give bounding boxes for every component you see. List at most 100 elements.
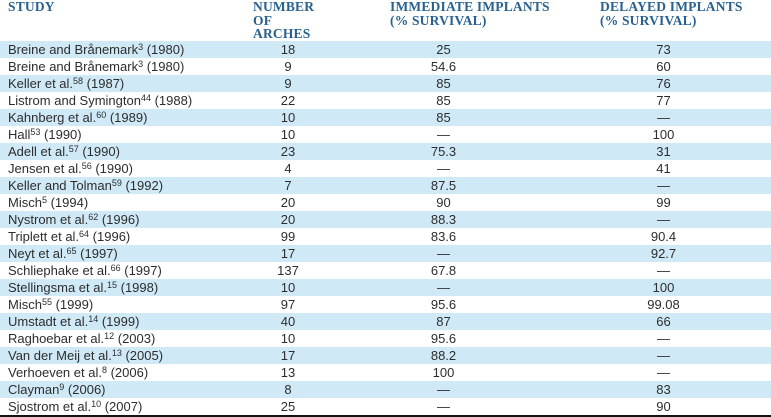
immediate-cell: 54.6 (430, 58, 457, 74)
delayed-cell: 60 (656, 58, 671, 74)
study-reference-number: 9 (59, 381, 65, 392)
study-cell: Van der Meij et al.13 (2005) (0, 347, 245, 364)
arches-cell: 10 (280, 330, 296, 346)
study-name: Breine and Brånemark (8, 58, 139, 74)
study-reference-number: 14 (88, 313, 99, 324)
study-reference-number: 62 (88, 211, 99, 222)
study-name: Keller and Tolman (8, 177, 112, 193)
study-reference-number: 64 (79, 228, 90, 239)
delayed-cell: 77 (656, 92, 671, 108)
immediate-cell: 25 (436, 41, 451, 57)
immediate-cell: 88.3 (430, 211, 457, 227)
table-row: Nystrom et al.62 (1996) 20 88.3 — (0, 210, 771, 228)
study-cell: Misch55 (1999) (0, 296, 245, 313)
study-name: Adell et al. (8, 143, 69, 159)
study-year: (2003) (114, 330, 156, 346)
arches-cell: 4 (284, 160, 292, 176)
study-year: (1997) (76, 245, 118, 261)
study-name: Jensen et al. (8, 160, 82, 176)
study-name: Sjostrom et al. (8, 398, 92, 414)
study-year: (1999) (98, 313, 140, 329)
study-reference-number: 3 (138, 41, 144, 52)
study-name: Triplett et al. (8, 228, 80, 244)
arches-cell: 13 (280, 364, 296, 380)
study-cell: Keller et al.58 (1987) (0, 75, 245, 92)
study-cell: Breine and Brånemark3 (1980) (0, 58, 245, 75)
col-header-number-of-arches: NUMBER OF ARCHES (253, 0, 315, 41)
immediate-cell: 95.6 (430, 330, 457, 346)
study-cell: Sjostrom et al.10 (2007) (0, 398, 245, 415)
table-row: Keller et al.58 (1987) 9 85 76 (0, 74, 771, 92)
immediate-cell: — (437, 398, 450, 414)
study-name: Hall (8, 126, 31, 142)
immediate-cell: 85 (436, 109, 451, 125)
delayed-cell: 100 (652, 279, 675, 295)
immediate-cell: 75.3 (430, 143, 457, 159)
arches-cell: 10 (280, 109, 296, 125)
arches-cell: 17 (280, 347, 296, 363)
study-cell: Umstadt et al.14 (1999) (0, 313, 245, 330)
table-row: Van der Meij et al.13 (2005) 17 88.2 — (0, 346, 771, 364)
study-cell: Nystrom et al.62 (1996) (0, 211, 245, 228)
study-cell: Misch5 (1994) (0, 194, 245, 211)
delayed-cell: — (657, 109, 670, 125)
delayed-cell: — (657, 347, 670, 363)
table-row: Misch55 (1999) 97 95.6 99.08 (0, 295, 771, 313)
study-year: (1992) (121, 177, 164, 193)
immediate-cell: 87.5 (430, 177, 457, 193)
table-row: Listrom and Symington44 (1988) 22 85 77 (0, 91, 771, 109)
delayed-cell: — (657, 364, 670, 380)
delayed-cell: 76 (656, 75, 671, 91)
study-cell: Jensen et al.56 (1990) (0, 160, 245, 177)
study-reference-number: 56 (81, 160, 92, 171)
immediate-cell: 83.6 (430, 228, 457, 244)
immediate-cell: — (437, 381, 450, 397)
study-reference-number: 66 (110, 262, 121, 273)
study-reference-number: 57 (68, 143, 79, 154)
study-reference-number: 3 (138, 58, 144, 69)
arches-cell: 18 (280, 41, 296, 57)
study-cell: Kahnberg et al.60 (1989) (0, 109, 245, 126)
study-year: (1990) (40, 126, 82, 142)
study-reference-number: 58 (73, 75, 84, 86)
delayed-cell: 99.08 (647, 296, 680, 312)
delayed-cell: 83 (656, 381, 671, 397)
study-reference-number: 65 (66, 245, 77, 256)
study-cell: Keller and Tolman59 (1992) (0, 177, 245, 194)
study-year: (2007) (101, 398, 143, 414)
study-year: (1998) (117, 279, 159, 295)
table-row: Triplett et al.64 (1996) 99 83.6 90.4 (0, 227, 771, 245)
arches-cell: 40 (280, 313, 296, 329)
col-header-immediate-implants: IMMEDIATE IMPLANTS (% SURVIVAL) (390, 0, 550, 28)
table-row: Adell et al.57 (1990) 23 75.3 31 (0, 142, 771, 160)
study-reference-number: 10 (91, 398, 102, 409)
table-row: Keller and Tolman59 (1992) 7 87.5 — (0, 176, 771, 194)
study-cell: Schliephake et al.66 (1997) (0, 262, 245, 279)
study-cell: Hall53 (1990) (0, 126, 245, 143)
study-name: Stellingsma et al. (8, 279, 107, 295)
study-year: (1996) (89, 228, 131, 244)
arches-cell: 8 (284, 381, 292, 397)
immediate-cell: 100 (432, 364, 455, 380)
delayed-cell: 99 (656, 194, 671, 210)
study-name: Umstadt et al. (8, 313, 89, 329)
immediate-cell: — (437, 279, 450, 295)
immediate-cell: 85 (436, 92, 451, 108)
delayed-cell: 92.7 (650, 245, 677, 261)
table-row: Raghoebar et al.12 (2003) 10 95.6 — (0, 329, 771, 347)
study-name: Listrom and Symington (8, 92, 141, 108)
study-year: (1989) (106, 109, 148, 125)
immediate-cell: — (437, 160, 450, 176)
delayed-cell: 90.4 (650, 228, 677, 244)
immediate-cell: — (437, 245, 450, 261)
immediate-cell: 87 (436, 313, 451, 329)
study-name: Raghoebar et al. (8, 330, 105, 346)
arches-cell: 10 (280, 126, 296, 142)
study-reference-number: 60 (96, 109, 107, 120)
study-reference-number: 5 (41, 194, 47, 205)
study-year: (2005) (121, 347, 164, 363)
arches-cell: 9 (284, 58, 292, 74)
study-year: (1988) (150, 92, 193, 108)
